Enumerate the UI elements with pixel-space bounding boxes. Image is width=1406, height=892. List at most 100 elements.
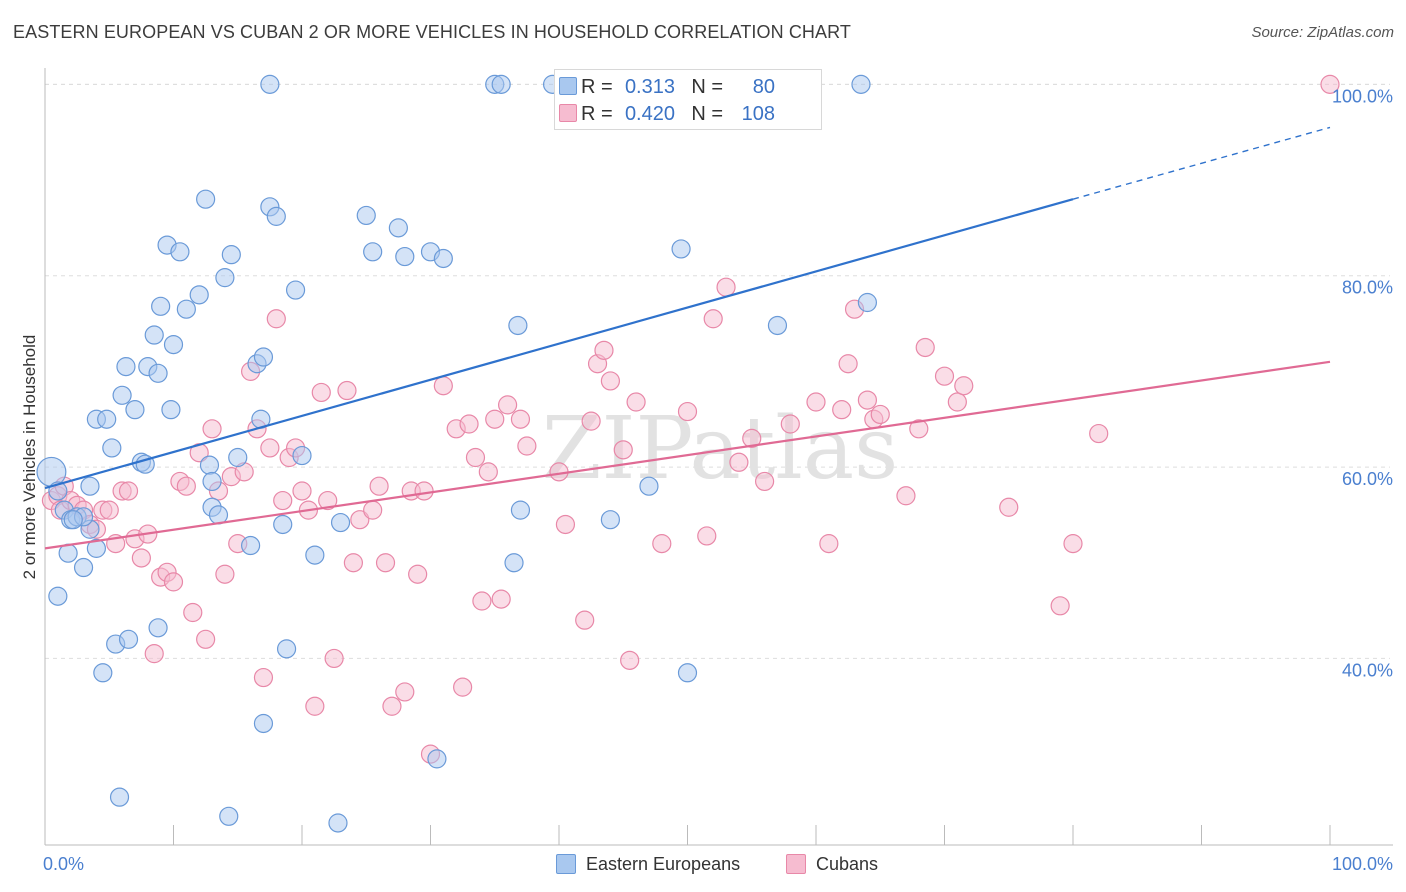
cuban-point[interactable] [697,526,717,546]
cuban-point[interactable] [350,510,370,530]
eastern-european-point[interactable] [48,586,68,606]
cuban-point[interactable] [118,481,139,501]
eastern-european-point[interactable] [328,813,348,833]
eastern-european-point[interactable] [36,456,67,487]
cuban-point[interactable] [620,650,640,670]
eastern-european-point[interactable] [253,713,274,734]
cuban-point[interactable] [1050,596,1070,616]
cuban-point[interactable] [909,419,929,439]
cuban-point[interactable] [857,390,878,410]
cuban-point[interactable] [343,553,363,573]
cuban-point[interactable] [144,644,164,664]
cuban-point[interactable] [215,564,235,584]
cuban-point[interactable] [1063,534,1083,554]
eastern-european-point[interactable] [857,292,878,313]
eastern-european-point[interactable] [491,74,511,94]
cuban-point[interactable] [292,481,312,501]
eastern-european-point[interactable] [600,510,621,530]
eastern-european-point[interactable] [163,334,184,355]
cuban-point[interactable] [337,380,357,401]
cuban-point[interactable] [395,682,415,702]
cuban-point[interactable] [433,376,453,396]
cuban-point[interactable] [491,589,511,609]
cuban-point[interactable] [266,309,286,329]
cuban-point[interactable] [1320,74,1340,94]
cuban-point[interactable] [934,366,955,386]
cuban-point[interactable] [131,548,151,568]
eastern-european-point[interactable] [228,447,248,468]
eastern-european-point[interactable] [215,268,235,288]
cuban-point[interactable] [896,486,916,506]
eastern-european-point[interactable] [80,476,100,496]
eastern-european-point[interactable] [363,242,383,262]
cuban-point[interactable] [324,648,344,669]
cuban-point[interactable] [555,514,576,535]
eastern-european-point[interactable] [86,538,107,558]
eastern-european-point[interactable] [504,553,524,573]
eastern-european-point[interactable] [305,545,325,565]
eastern-european-point[interactable] [276,639,297,659]
cuban-point[interactable] [510,409,531,429]
cuban-point[interactable] [575,610,595,630]
eastern-european-point[interactable] [330,512,351,533]
cuban-point[interactable] [613,440,633,460]
cuban-point[interactable] [754,471,775,492]
cuban-point[interactable] [196,629,216,649]
cuban-point[interactable] [581,411,601,431]
cuban-point[interactable] [369,476,389,496]
eastern-european-point[interactable] [125,400,145,420]
eastern-european-point[interactable] [199,455,220,475]
eastern-european-point[interactable] [767,315,788,336]
cuban-point[interactable] [716,277,736,297]
eastern-european-point[interactable] [93,663,113,683]
eastern-european-point[interactable] [112,385,132,405]
cuban-point[interactable] [478,462,498,482]
cuban-point[interactable] [806,392,826,412]
cuban-point[interactable] [465,447,486,468]
cuban-point[interactable] [99,500,119,520]
cuban-point[interactable] [183,602,203,623]
cuban-point[interactable] [453,677,473,697]
eastern-european-point[interactable] [292,445,312,466]
eastern-european-point[interactable] [73,557,94,578]
eastern-european-point[interactable] [433,248,453,269]
eastern-european-point[interactable] [273,514,293,535]
cuban-point[interactable] [163,572,184,592]
cuban-point[interactable] [260,438,280,458]
eastern-european-point[interactable] [639,476,659,496]
cuban-point[interactable] [652,534,672,554]
eastern-european-point[interactable] [118,629,139,649]
cuban-point[interactable] [202,419,222,439]
cuban-point[interactable] [729,452,749,472]
cuban-point[interactable] [947,392,967,412]
eastern-european-point[interactable] [677,663,698,683]
cuban-point[interactable] [485,409,505,429]
eastern-european-point[interactable] [285,280,306,300]
eastern-european-point[interactable] [144,325,164,345]
cuban-point[interactable] [363,500,383,520]
eastern-european-point[interactable] [266,206,286,226]
eastern-european-point[interactable] [202,471,222,492]
legend-item-cubans[interactable]: Cubans [786,852,878,876]
cuban-point[interactable] [838,354,858,374]
eastern-european-point[interactable] [356,205,376,226]
cuban-point[interactable] [176,476,196,496]
cuban-point[interactable] [459,414,479,434]
eastern-european-point[interactable] [170,242,190,262]
cuban-point[interactable] [780,414,800,434]
eastern-european-point[interactable] [508,315,528,336]
eastern-european-point[interactable] [176,299,196,319]
eastern-european-point[interactable] [63,510,83,530]
cuban-point[interactable] [832,400,852,420]
eastern-european-point[interactable] [671,239,691,259]
eastern-european-point[interactable] [97,409,117,429]
cuban-point[interactable] [870,404,890,425]
eastern-european-point[interactable] [427,749,447,769]
cuban-point[interactable] [626,392,646,412]
cuban-point[interactable] [594,340,614,360]
cuban-point[interactable] [382,696,402,716]
cuban-point[interactable] [408,564,428,584]
legend-item-eastern-europeans[interactable]: Eastern Europeans [556,852,740,876]
eastern-european-point[interactable] [161,400,181,420]
cuban-point[interactable] [305,696,325,716]
